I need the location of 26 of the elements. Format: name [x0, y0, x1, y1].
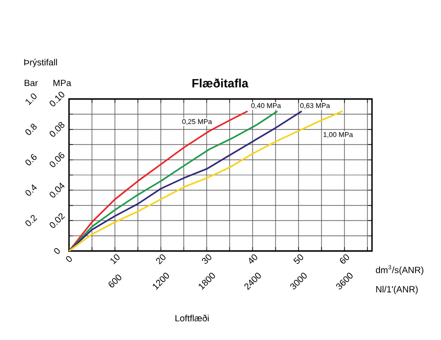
y2-tick-label: 1.0	[26, 93, 36, 106]
text: Loftflæði	[175, 314, 209, 322]
y2-tick-label: 0.8	[25, 124, 37, 135]
y-tick-label: 0.08	[50, 122, 64, 137]
x-tick-label: 10	[110, 254, 120, 264]
x-tick-label: 30	[202, 254, 212, 264]
y-tick-label: 0.04	[50, 182, 65, 198]
y-axis-title: MPa	[53, 80, 72, 86]
x-tick-label: 20	[156, 254, 166, 264]
y-tick-label: 0.10	[50, 92, 64, 106]
y2-tick-label: 0.2	[25, 214, 38, 226]
x-tick-label: 50	[293, 254, 304, 264]
y2-axis-title: Bar	[24, 80, 38, 86]
text: Þrýstifall	[24, 58, 57, 68]
x-tick-label: 60	[340, 254, 350, 264]
y-tick-label: 0.06	[50, 152, 64, 168]
y2-tick-label: 0.6	[25, 154, 37, 166]
x2-axis-title: Nl/1'(ANR)	[376, 286, 418, 294]
chart-title: Flæðitafla	[192, 78, 248, 88]
x-tick-label: 40	[249, 254, 258, 264]
y-tick-label: 0	[54, 248, 60, 254]
x2-tick-label: 600	[108, 274, 122, 288]
y2-tick-label: 0.4	[25, 184, 37, 196]
y-tick-label: 0.02	[50, 213, 66, 228]
x-tick-label: 0	[66, 256, 72, 262]
x-axis-title: dm$^{3}$/s(ANR)	[376, 265, 424, 275]
